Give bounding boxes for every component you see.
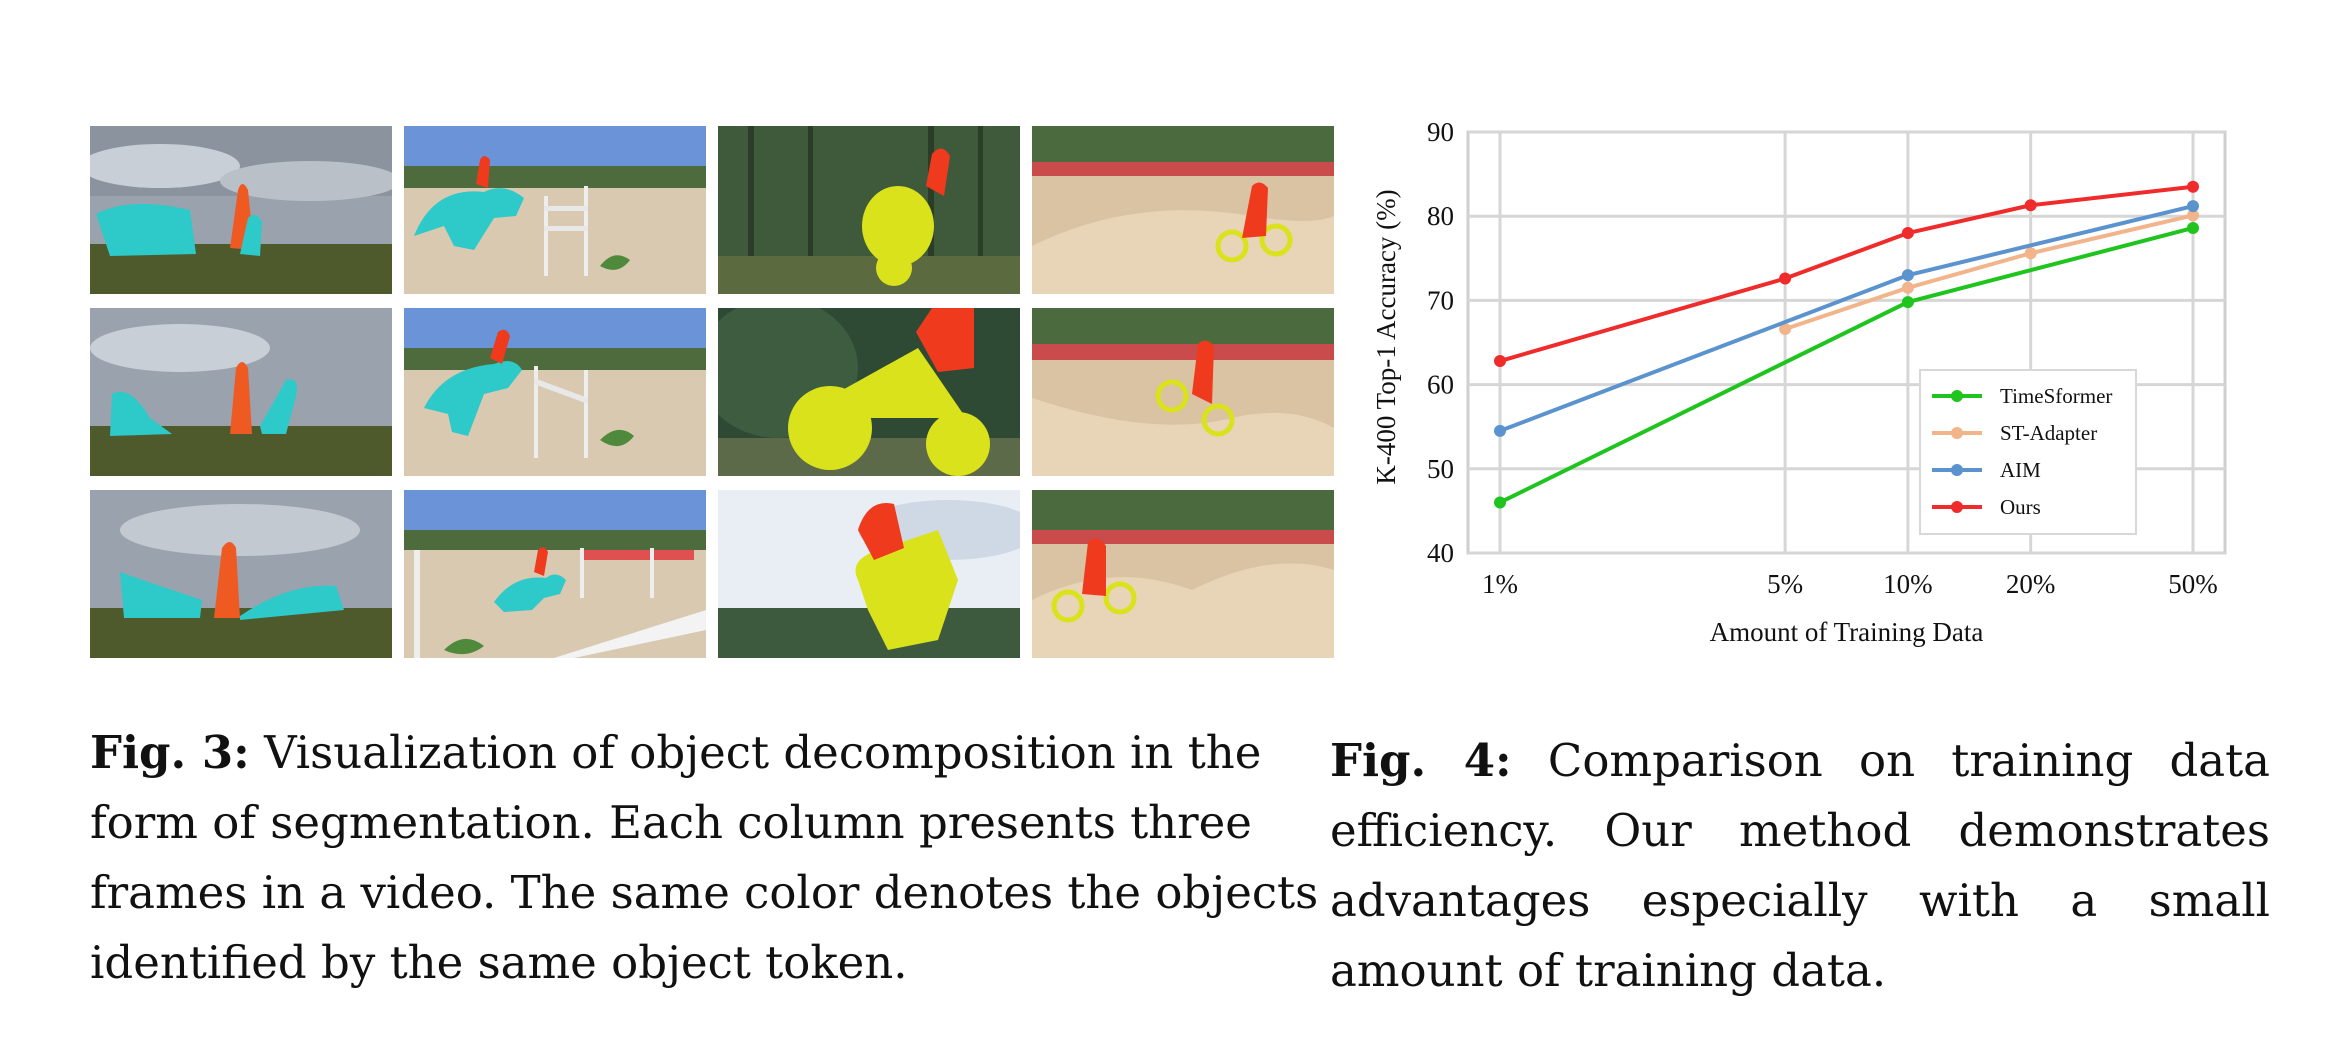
motocross-image: [718, 126, 1020, 294]
legend-marker: [1951, 464, 1963, 476]
data-point-st-adapter: [2024, 247, 2037, 260]
data-point-aim: [1494, 424, 1506, 437]
data-point-aim: [2187, 200, 2199, 213]
figure-3-image-grid: [90, 126, 1336, 658]
series-line-st-adapter: [1784, 213, 2194, 331]
frame-col3-row2: [718, 308, 1020, 476]
y-tick-label: 50: [1427, 454, 1454, 484]
x-tick-label: 20%: [2006, 569, 2056, 599]
legend-label: TimeSformer: [2000, 384, 2112, 408]
legend-label: ST-Adapter: [2000, 421, 2097, 445]
horse-jumping-image: [404, 308, 706, 476]
y-axis-title: K-400 Top-1 Accuracy (%): [1371, 189, 1401, 484]
figure-3-caption-text: Visualization of object decomposition in…: [90, 726, 1319, 989]
data-point-timesformer: [2187, 221, 2199, 234]
figure-4-caption-text: Comparison on training data efficiency. …: [1330, 734, 2271, 997]
frame-col1-row3: [90, 490, 392, 658]
motocross-image: [718, 490, 1020, 658]
frame-col4-row3: [1032, 490, 1334, 658]
series-line-ours: [1499, 184, 2194, 363]
dogs-field-image: [90, 126, 392, 294]
bmx-image: [1032, 126, 1334, 294]
data-point-ours: [2024, 199, 2037, 212]
legend-marker: [1951, 427, 1963, 439]
frame-col4-row1: [1032, 126, 1334, 294]
data-point-ours: [1494, 355, 1506, 368]
y-tick-label: 90: [1427, 117, 1454, 147]
figure-4-caption: Fig. 4: Comparison on training data effi…: [1330, 726, 2270, 1006]
data-point-ours: [2187, 180, 2199, 193]
y-tick-label: 80: [1427, 201, 1454, 231]
bmx-image: [1032, 308, 1334, 476]
frame-col3-row1: [718, 126, 1020, 294]
x-tick-label: 5%: [1767, 569, 1803, 599]
dogs-field-image: [90, 490, 392, 658]
chart-legend: TimeSformer ST-Adapter AIM Ours: [1919, 369, 2137, 535]
horse-jumping-image: [404, 490, 706, 658]
data-point-ours: [1779, 272, 1792, 285]
figure-4-label: Fig. 4:: [1330, 734, 1512, 787]
figure-3-label: Fig. 3:: [90, 726, 250, 779]
x-tick-label: 1%: [1482, 569, 1518, 599]
data-point-st-adapter: [2187, 209, 2199, 222]
legend-label: Ours: [2000, 495, 2041, 519]
frame-col3-row3: [718, 490, 1020, 658]
data-point-aim: [1901, 269, 1914, 282]
horse-jumping-image: [404, 126, 706, 294]
legend-label: AIM: [2000, 458, 2041, 482]
figure-4-line-chart: 40 50 60 70 80 90 1% 5% 10% 20% 50% K-400 Top-1 Ac…: [1360, 100, 2260, 660]
chart-svg: 40 50 60 70 80 90 1% 5% 10% 20% 50% K-400 Top-1 Ac…: [1371, 117, 2227, 647]
data-point-st-adapter: [1779, 323, 1792, 336]
data-point-timesformer: [1901, 296, 1914, 309]
frame-col2-row3: [404, 490, 706, 658]
frame-col2-row1: [404, 126, 706, 294]
data-point-ours: [1901, 227, 1914, 240]
x-axis-title: Amount of Training Data: [1710, 617, 1984, 647]
x-tick-label: 10%: [1883, 569, 1933, 599]
frame-col4-row2: [1032, 308, 1334, 476]
y-tick-label: 60: [1427, 370, 1454, 400]
figure-3-caption: Fig. 3: Visualization of object decompos…: [90, 718, 1320, 998]
frame-col1-row2: [90, 308, 392, 476]
frame-col2-row2: [404, 308, 706, 476]
x-tick-label: 50%: [2168, 569, 2218, 599]
y-tick-label: 40: [1427, 538, 1454, 568]
chart-series: [1494, 180, 2199, 509]
data-point-timesformer: [1494, 496, 1506, 509]
legend-marker: [1951, 390, 1963, 402]
motocross-image: [718, 308, 1020, 476]
data-point-st-adapter: [1901, 281, 1914, 294]
legend-marker: [1951, 501, 1963, 513]
y-tick-label: 70: [1427, 285, 1454, 315]
frame-col1-row1: [90, 126, 392, 294]
bmx-image: [1032, 490, 1334, 658]
dogs-field-image: [90, 308, 392, 476]
chart-axes: 40 50 60 70 80 90 1% 5% 10% 20% 50%: [1427, 117, 2218, 599]
